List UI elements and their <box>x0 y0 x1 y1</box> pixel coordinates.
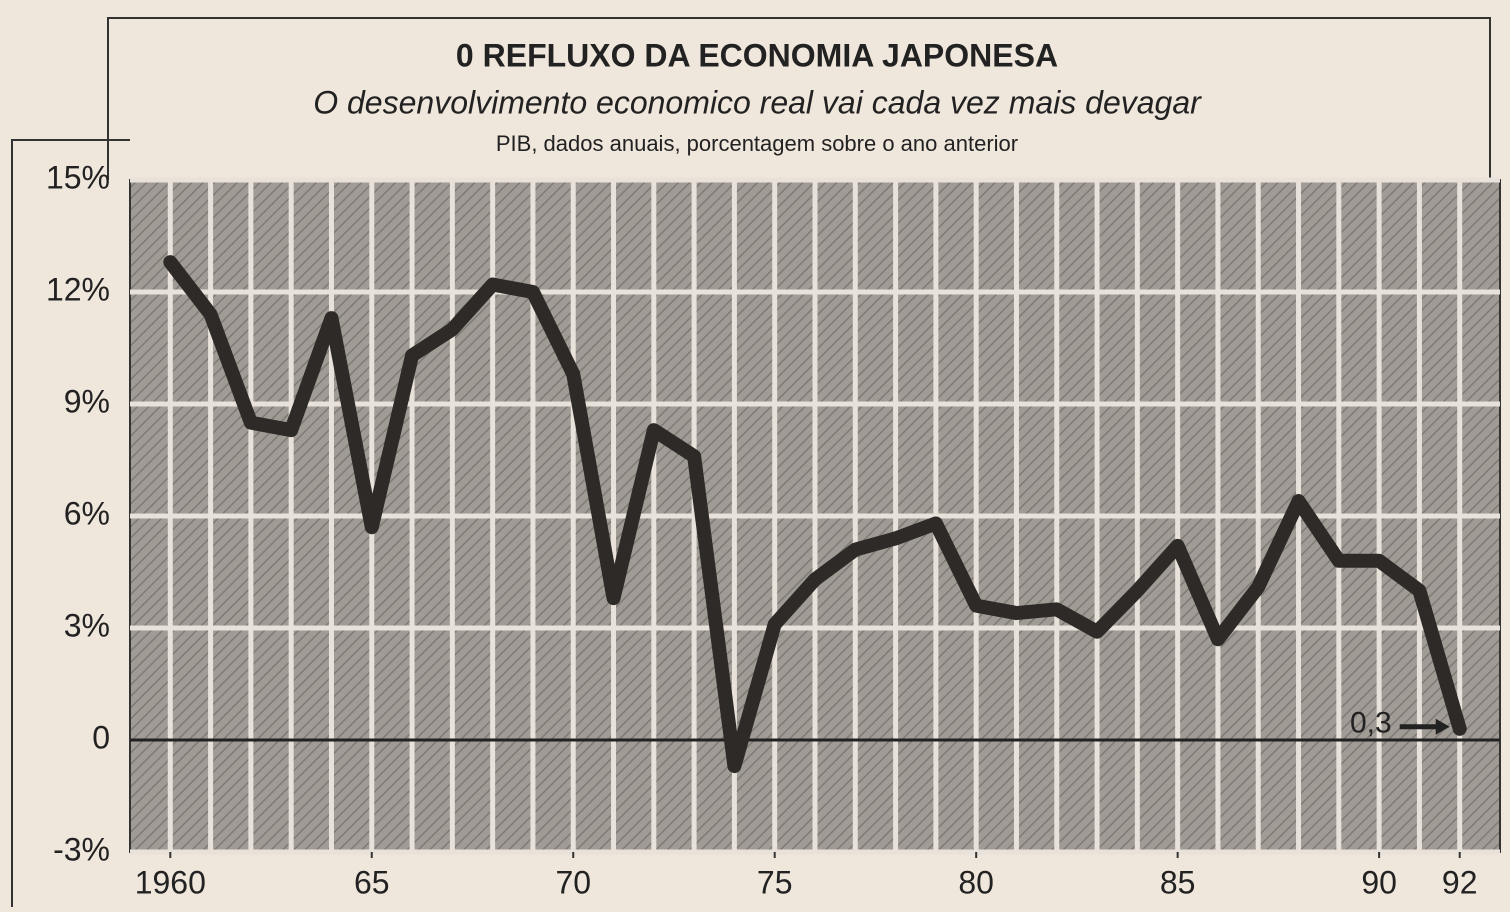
chart-title: 0 REFLUXO DA ECONOMIA JAPONESA <box>456 37 1058 73</box>
y-tick-label: 0 <box>92 719 110 755</box>
x-tick-label: 92 <box>1442 864 1478 900</box>
x-tick-label: 85 <box>1160 864 1196 900</box>
axis-box <box>11 139 130 907</box>
y-tick-label: 15% <box>46 159 110 195</box>
y-tick-label: 12% <box>46 271 110 307</box>
x-tick-label: 80 <box>958 864 994 900</box>
data-line <box>163 255 1467 774</box>
chart-note: PIB, dados anuais, porcentagem sobre o a… <box>496 131 1018 156</box>
annotation: 0,3 <box>1350 707 1392 740</box>
x-tick-label: 65 <box>354 864 390 900</box>
y-tick-label: -3% <box>53 831 110 867</box>
x-tick-label: 90 <box>1361 864 1397 900</box>
y-tick-label: 6% <box>64 495 110 531</box>
title-box <box>107 17 1491 180</box>
chart-subtitle: O desenvolvimento economico real vai cad… <box>313 84 1202 120</box>
annotation-arrowhead <box>1435 718 1450 735</box>
y-tick-label: 3% <box>64 607 110 643</box>
x-tick-label: 75 <box>757 864 793 900</box>
x-tick-label: 70 <box>555 864 591 900</box>
x-tick-label: 1960 <box>135 864 206 900</box>
y-tick-label: 9% <box>64 383 110 419</box>
